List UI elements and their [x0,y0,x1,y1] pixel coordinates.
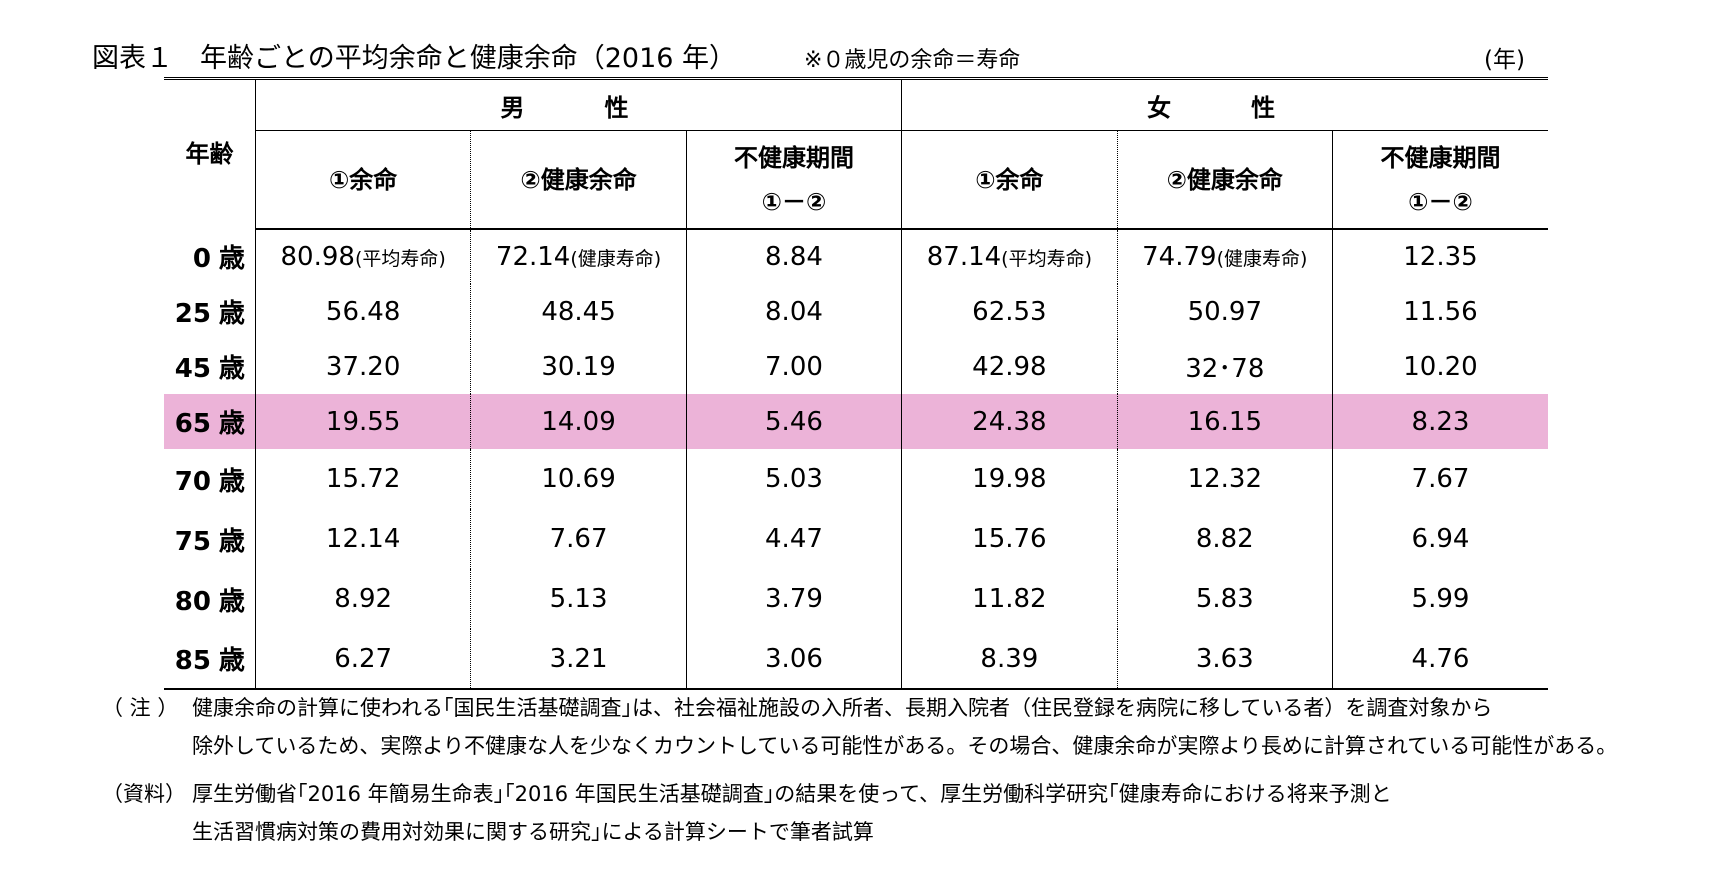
male-remaining-cell: 19.55 [255,394,471,449]
table-title: 図表１ 年齢ごとの平均余命と健康余命（2016 年） [92,43,737,74]
male-unhealthy-cell: 7.00 [685,339,902,394]
life-expectancy-table: 年齢 男 性 女 性 ①余命 ②健康余命 不健康期間 ①－② ①余命 ②健康余命… [164,77,1548,690]
female-remaining-cell: 11.82 [901,569,1118,629]
age-cell: 65 歳 [164,394,256,449]
age-cell: 70 歳 [164,449,256,509]
note-line-1: 健康余命の計算に使われる｢国民生活基礎調査｣は、社会福祉施設の入所者、長期入院者… [192,696,1493,720]
female-unhealthy-cell: 6.94 [1331,509,1548,569]
male-remaining-cell: 37.20 [325,351,401,382]
female-remaining-cell: 19.98 [901,449,1118,509]
female-unhealthy-cell: 5.99 [1331,569,1548,629]
female-remaining-cell: 8.39 [901,629,1118,689]
male-healthy-cell: 48.45 [470,284,687,339]
source-line-1: 厚生労働省｢2016 年簡易生命表｣｢2016 年国民生活基礎調査｣の結果を使っ… [192,782,1392,806]
female-remaining-cell: 62.53 [901,284,1118,339]
male-remaining-cell: 15.72 [325,464,401,494]
female-healthy-cell: 8.82 [1116,509,1333,569]
male-remaining-cell: 6.27 [334,643,393,674]
female-healthy-cell: 74.79(健康寿命) [1116,229,1333,284]
table-row: 25 歳 56.48 48.45 8.04 62.53 50.97 11.56 [164,284,1548,339]
female-remaining-cell: 24.38 [901,394,1118,449]
header-male-unhealthy-formula: ①－② [761,187,827,216]
male-unhealthy-cell: 4.47 [685,509,902,569]
source-block: （資料） 厚生労働省｢2016 年簡易生命表｣｢2016 年国民生活基礎調査｣の… [92,778,1652,864]
table-row: 85 歳 6.27 3.21 3.06 8.39 3.63 4.76 [164,629,1548,689]
source-mark: （資料） [102,782,186,806]
male-healthy-cell: 3.21 [470,629,687,689]
header-female-remaining: ①余命 [901,130,1118,230]
note-mark: （ 注 ） [102,696,179,720]
female-unhealthy-cell: 11.56 [1331,284,1548,339]
female-healthy-cell: 32･78 [1116,339,1333,394]
header-age: 年齢 [164,78,256,229]
header-male-remaining: ①余命 [255,130,471,230]
header-male-healthy: ②健康余命 [470,130,687,230]
female-unhealthy-cell: 7.67 [1331,449,1548,509]
table-row-highlighted: 65 歳 19.55 14.09 5.46 24.38 16.15 8.23 [164,394,1548,449]
unit-label: (年) [1484,47,1525,73]
header-female-unhealthy: 不健康期間 ①－② [1331,130,1548,230]
male-healthy-cell: 72.14(健康寿命) [470,229,687,284]
table-row: 80 歳 8.92 5.13 3.79 11.82 5.83 5.99 [164,569,1548,629]
header-male: 男 性 [255,78,902,131]
age-cell: 45 歳 [164,339,256,394]
title-row: 図表１ 年齢ごとの平均余命と健康余命（2016 年） ※０歳児の余命＝寿命 (年… [92,28,1552,78]
female-remaining-cell: 15.76 [901,509,1118,569]
female-unhealthy-cell: 8.23 [1331,394,1548,449]
table-row: 45 歳 37.20 30.19 7.00 42.98 32･78 10.20 [164,339,1548,394]
female-remaining-cell: 42.98 [901,339,1118,394]
table-row: 75 歳 12.14 7.67 4.47 15.76 8.82 6.94 [164,509,1548,569]
female-healthy-cell: 16.15 [1116,394,1333,449]
table-row: 70 歳 15.72 10.69 5.03 19.98 12.32 7.67 [164,449,1548,509]
female-remaining-cell: 87.14(平均寿命) [901,229,1118,284]
female-unhealthy-cell: 12.35 [1331,229,1548,284]
female-healthy-cell: 12.32 [1116,449,1333,509]
female-unhealthy-cell: 4.76 [1331,629,1548,689]
male-unhealthy-cell: 3.06 [685,629,902,689]
male-unhealthy-cell: 5.46 [685,394,902,449]
male-unhealthy-cell: 8.84 [685,229,902,284]
female-unhealthy-cell: 10.20 [1331,339,1548,394]
male-healthy-cell: 14.09 [470,394,687,449]
title-note: ※０歳児の余命＝寿命 [804,48,1021,73]
male-unhealthy-cell: 3.79 [685,569,902,629]
notes-section: （ 注 ） 健康余命の計算に使われる｢国民生活基礎調査｣は、社会福祉施設の入所者… [92,692,1652,864]
header-male-unhealthy-label: 不健康期間 [733,143,854,172]
note-block: （ 注 ） 健康余命の計算に使われる｢国民生活基礎調査｣は、社会福祉施設の入所者… [92,692,1652,778]
female-healthy-cell: 5.83 [1116,569,1333,629]
male-remaining-cell: 80.98(平均寿命) [280,242,446,272]
male-remaining-cell: 12.14 [325,524,401,554]
header-female-unhealthy-label: 不健康期間 [1380,143,1501,172]
header-female-healthy: ②健康余命 [1116,130,1333,230]
male-healthy-cell: 30.19 [470,339,687,394]
note-line-2: 除外しているため、実際より不健康な人を少なくカウントしている可能性がある。その場… [192,734,1618,758]
male-healthy-cell: 7.67 [470,509,687,569]
age-cell: 25 歳 [164,284,256,339]
female-healthy-cell: 50.97 [1116,284,1333,339]
male-healthy-cell: 10.69 [470,449,687,509]
male-unhealthy-cell: 5.03 [685,449,902,509]
male-remaining-cell: 8.92 [334,584,393,614]
age-cell: 75 歳 [164,509,256,569]
male-remaining-cell: 56.48 [325,296,401,327]
age-cell: 85 歳 [164,629,256,689]
source-line-2: 生活習慣病対策の費用対効果に関する研究｣による計算シートで筆者試算 [192,820,874,844]
male-unhealthy-cell: 8.04 [685,284,902,339]
header-male-unhealthy: 不健康期間 ①－② [685,130,902,230]
header-female-unhealthy-formula: ①－② [1408,187,1473,216]
male-healthy-cell: 5.13 [470,569,687,629]
female-healthy-cell: 3.63 [1116,629,1333,689]
age-cell: 80 歳 [164,569,256,629]
header-female: 女 性 [901,78,1548,131]
